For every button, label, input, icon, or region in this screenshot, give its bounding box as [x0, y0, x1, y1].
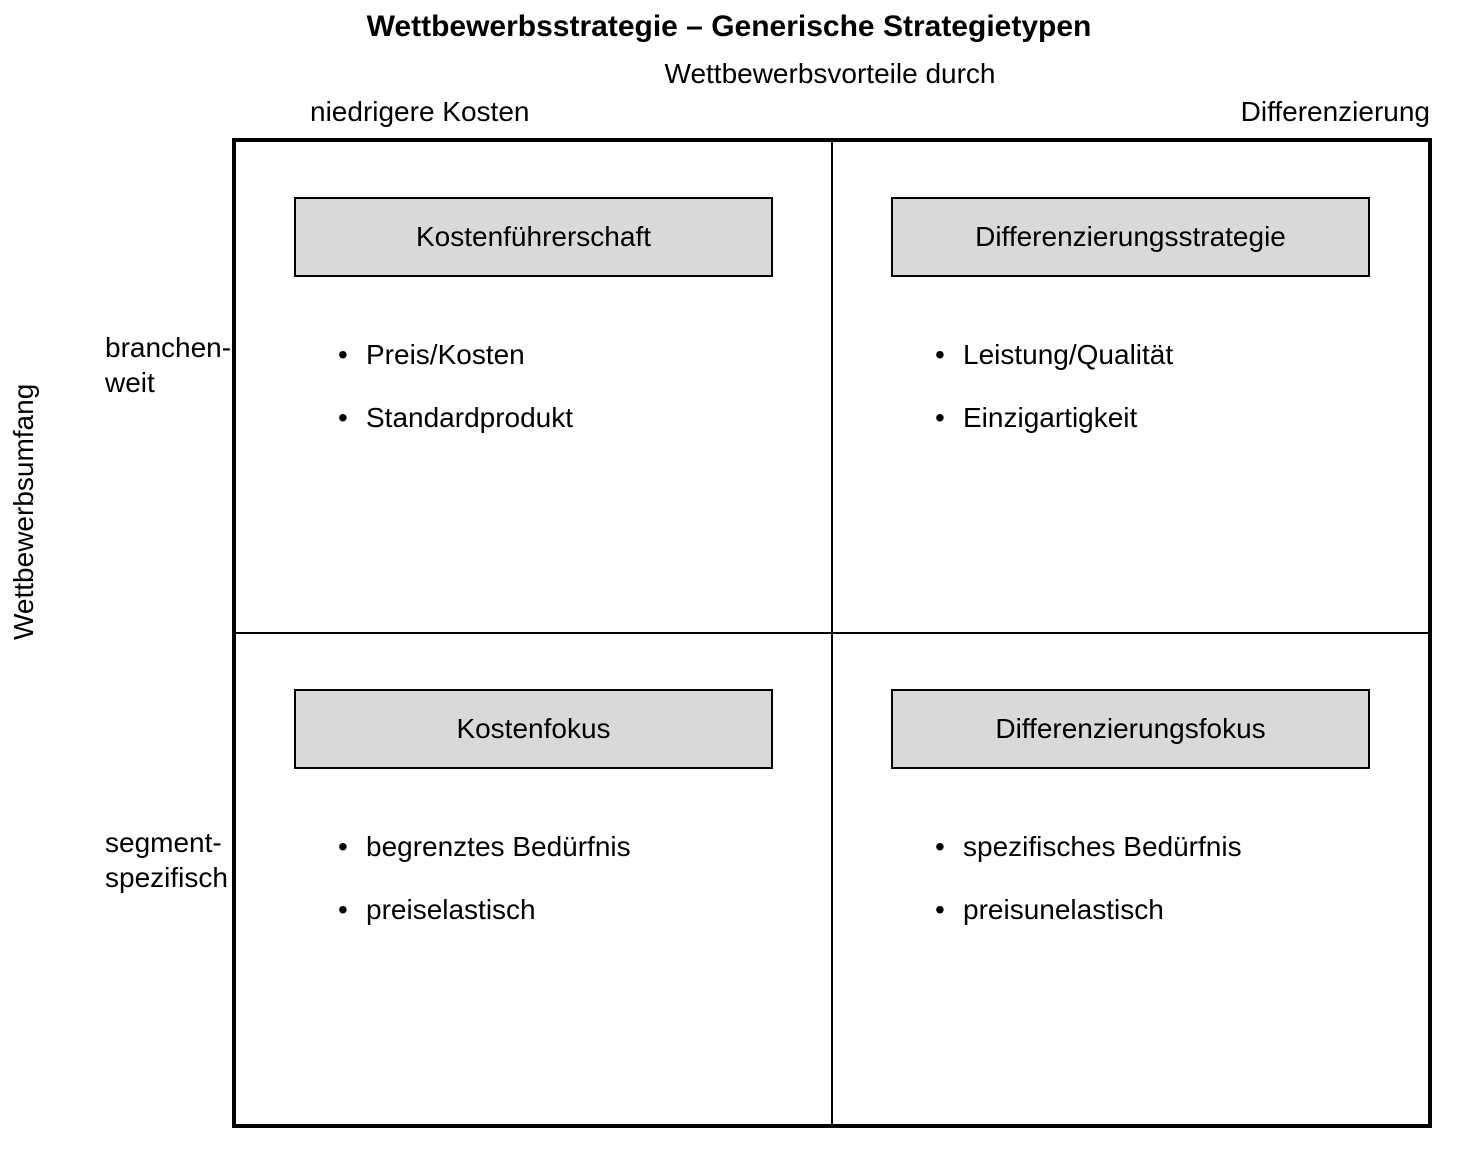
row-header-bottom-line1: segment-: [105, 827, 222, 858]
cell-title-bl: Kostenfokus: [294, 689, 773, 769]
row-header-top-line1: branchen-: [105, 332, 231, 363]
row-header-top: branchen- weit: [105, 330, 231, 400]
cell-top-right: Differenzierungsstrategie Leistung/Quali…: [832, 141, 1429, 633]
cell-bullets-bl: begrenztes Bedürfnis preiselastisch: [276, 829, 791, 927]
column-header-right: Differenzierung: [850, 96, 1430, 128]
row-header-top-line2: weit: [105, 367, 155, 398]
cell-bullets-tr: Leistung/Qualität Einzigartigkeit: [873, 337, 1388, 435]
cell-top-left: Kostenführerschaft Preis/Kosten Standard…: [235, 141, 832, 633]
row-header-bottom-line2: spezifisch: [105, 862, 228, 893]
list-item: Standardprodukt: [366, 400, 726, 435]
x-axis-label: Wettbewerbsvorteile durch: [230, 58, 1430, 90]
column-header-left: niedrigere Kosten: [310, 96, 890, 128]
list-item: Leistung/Qualität: [963, 337, 1323, 372]
list-item: preiselastisch: [366, 892, 726, 927]
strategy-matrix: Kostenführerschaft Preis/Kosten Standard…: [232, 138, 1432, 1128]
list-item: preisunelastisch: [963, 892, 1323, 927]
cell-bottom-left: Kostenfokus begrenztes Bedürfnis preisel…: [235, 633, 832, 1125]
list-item: Preis/Kosten: [366, 337, 726, 372]
cell-title-tl: Kostenführerschaft: [294, 197, 773, 277]
cell-bullets-tl: Preis/Kosten Standardprodukt: [276, 337, 791, 435]
cell-bullets-br: spezifisches Bedürfnis preisunelastisch: [873, 829, 1388, 927]
cell-bottom-right: Differenzierungsfokus spezifisches Bedür…: [832, 633, 1429, 1125]
cell-title-br: Differenzierungsfokus: [891, 689, 1370, 769]
row-header-bottom: segment- spezifisch: [105, 825, 228, 895]
list-item: begrenztes Bedürfnis: [366, 829, 726, 864]
y-axis-label: Wettbewerbsumfang: [8, 384, 40, 640]
cell-title-tr: Differenzierungsstrategie: [891, 197, 1370, 277]
list-item: Einzigartigkeit: [963, 400, 1323, 435]
diagram-title: Wettbewerbsstrategie – Generische Strate…: [0, 10, 1458, 44]
list-item: spezifisches Bedürfnis: [963, 829, 1323, 864]
